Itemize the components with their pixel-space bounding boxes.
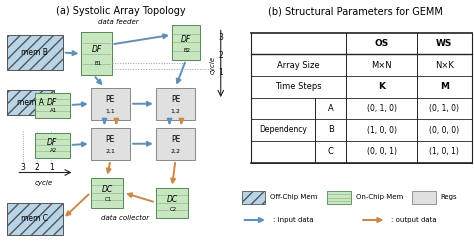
Bar <box>242 190 265 204</box>
Text: 2: 2 <box>35 163 40 172</box>
Text: DF: DF <box>181 34 191 43</box>
Bar <box>172 25 200 60</box>
Text: Array Size: Array Size <box>277 60 320 70</box>
Text: cycle: cycle <box>35 180 53 186</box>
Bar <box>7 35 63 70</box>
Text: DF: DF <box>47 98 57 107</box>
Text: A2: A2 <box>50 148 57 153</box>
Text: DC: DC <box>166 195 178 204</box>
Text: N×K: N×K <box>435 60 454 70</box>
Bar <box>155 88 195 120</box>
Text: data collector: data collector <box>101 215 150 221</box>
Text: (1, 0, 1): (1, 0, 1) <box>429 147 459 156</box>
Text: PE: PE <box>171 95 180 104</box>
Bar <box>82 32 111 75</box>
Text: 3: 3 <box>21 163 26 172</box>
Bar <box>91 88 130 120</box>
Text: (b) Structural Parameters for GEMM: (b) Structural Parameters for GEMM <box>268 6 443 16</box>
Text: (0, 0, 1): (0, 0, 1) <box>366 147 397 156</box>
Text: OS: OS <box>374 39 389 48</box>
Bar <box>7 202 63 235</box>
Text: WS: WS <box>436 39 453 48</box>
Text: 2,1: 2,1 <box>106 148 115 154</box>
Text: DC: DC <box>101 185 112 194</box>
Text: B1: B1 <box>94 60 101 66</box>
Text: PE: PE <box>106 135 115 144</box>
Text: (1, 0, 0): (1, 0, 0) <box>366 126 397 134</box>
Text: PE: PE <box>171 135 180 144</box>
Text: (0, 1, 0): (0, 1, 0) <box>429 104 459 113</box>
Text: M: M <box>440 82 449 91</box>
Text: On-Chip Mem: On-Chip Mem <box>356 194 403 200</box>
Text: (0, 1, 0): (0, 1, 0) <box>366 104 397 113</box>
Text: mem B: mem B <box>21 48 48 57</box>
Text: 2: 2 <box>219 50 223 59</box>
Text: DF: DF <box>47 138 57 147</box>
Text: PE: PE <box>106 95 115 104</box>
Bar <box>7 90 54 115</box>
Text: Dependency: Dependency <box>259 126 307 134</box>
Text: 1: 1 <box>219 68 223 77</box>
Text: Regs: Regs <box>441 194 457 200</box>
Text: B2: B2 <box>183 48 191 53</box>
Text: Off-Chip Mem: Off-Chip Mem <box>270 194 318 200</box>
Text: 2,2: 2,2 <box>171 148 181 154</box>
Bar <box>35 92 70 118</box>
Text: data feeder: data feeder <box>98 19 139 25</box>
Text: 1,2: 1,2 <box>171 108 181 114</box>
Bar <box>155 188 188 218</box>
Text: M×N: M×N <box>371 60 392 70</box>
Bar <box>412 190 436 204</box>
Text: 1,1: 1,1 <box>106 108 115 114</box>
Text: A1: A1 <box>50 108 57 113</box>
Text: C1: C1 <box>104 196 112 202</box>
Text: C: C <box>328 147 334 156</box>
Text: cycle: cycle <box>210 56 216 74</box>
Text: DF: DF <box>91 45 101 54</box>
Text: : output data: : output data <box>391 217 437 223</box>
Text: C2: C2 <box>170 206 177 212</box>
Text: B: B <box>328 126 334 134</box>
Text: K: K <box>378 82 385 91</box>
Text: 1: 1 <box>49 163 54 172</box>
Bar <box>91 128 130 160</box>
Text: mem A: mem A <box>17 98 44 107</box>
Text: A: A <box>328 104 334 113</box>
Bar <box>327 190 351 204</box>
Bar <box>35 132 70 158</box>
Text: mem C: mem C <box>21 214 48 223</box>
Text: (a) Systolic Array Topology: (a) Systolic Array Topology <box>56 6 186 16</box>
Bar <box>155 128 195 160</box>
Text: : input data: : input data <box>273 217 313 223</box>
Text: (0, 0, 0): (0, 0, 0) <box>429 126 459 134</box>
Bar <box>91 178 123 208</box>
Text: Time Steps: Time Steps <box>275 82 322 91</box>
Text: 3: 3 <box>219 33 223 42</box>
